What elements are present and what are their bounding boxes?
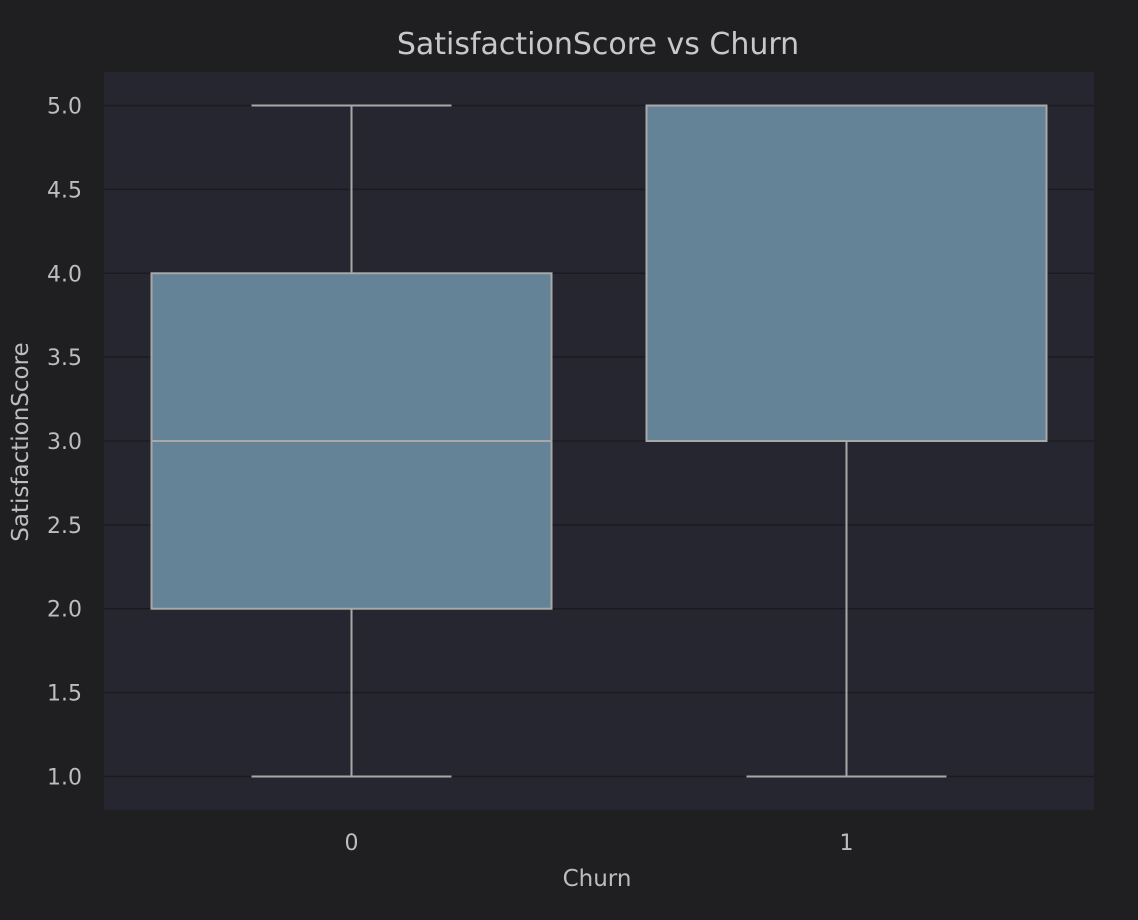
y-tick-label: 1.0: [47, 765, 82, 790]
y-tick-label: 1.5: [47, 682, 82, 707]
y-tick-label: 2.5: [47, 514, 82, 539]
box-series: [150, 104, 1048, 778]
y-tick-label: 3.5: [47, 346, 82, 371]
y-axis-ticks: 1.0 1.5 2.0 2.5 3.0 3.5 4.0 4.5 5.0: [47, 95, 82, 791]
y-tick-label: 3.0: [47, 430, 82, 455]
x-tick-label: 0: [345, 831, 359, 856]
box-iqr: [645, 104, 1048, 443]
y-tick-label: 5.0: [47, 95, 82, 120]
y-tick-label: 4.5: [47, 178, 82, 203]
box-group-1: [645, 104, 1048, 778]
y-tick-label: 4.0: [47, 262, 82, 287]
y-tick-label: 2.0: [47, 598, 82, 623]
y-axis-label: SatisfactionScore: [8, 342, 34, 541]
box-group-0: [150, 104, 553, 778]
x-axis-label: Churn: [563, 866, 632, 892]
x-tick-label: 1: [840, 831, 854, 856]
chart-title: SatisfactionScore vs Churn: [397, 27, 799, 62]
